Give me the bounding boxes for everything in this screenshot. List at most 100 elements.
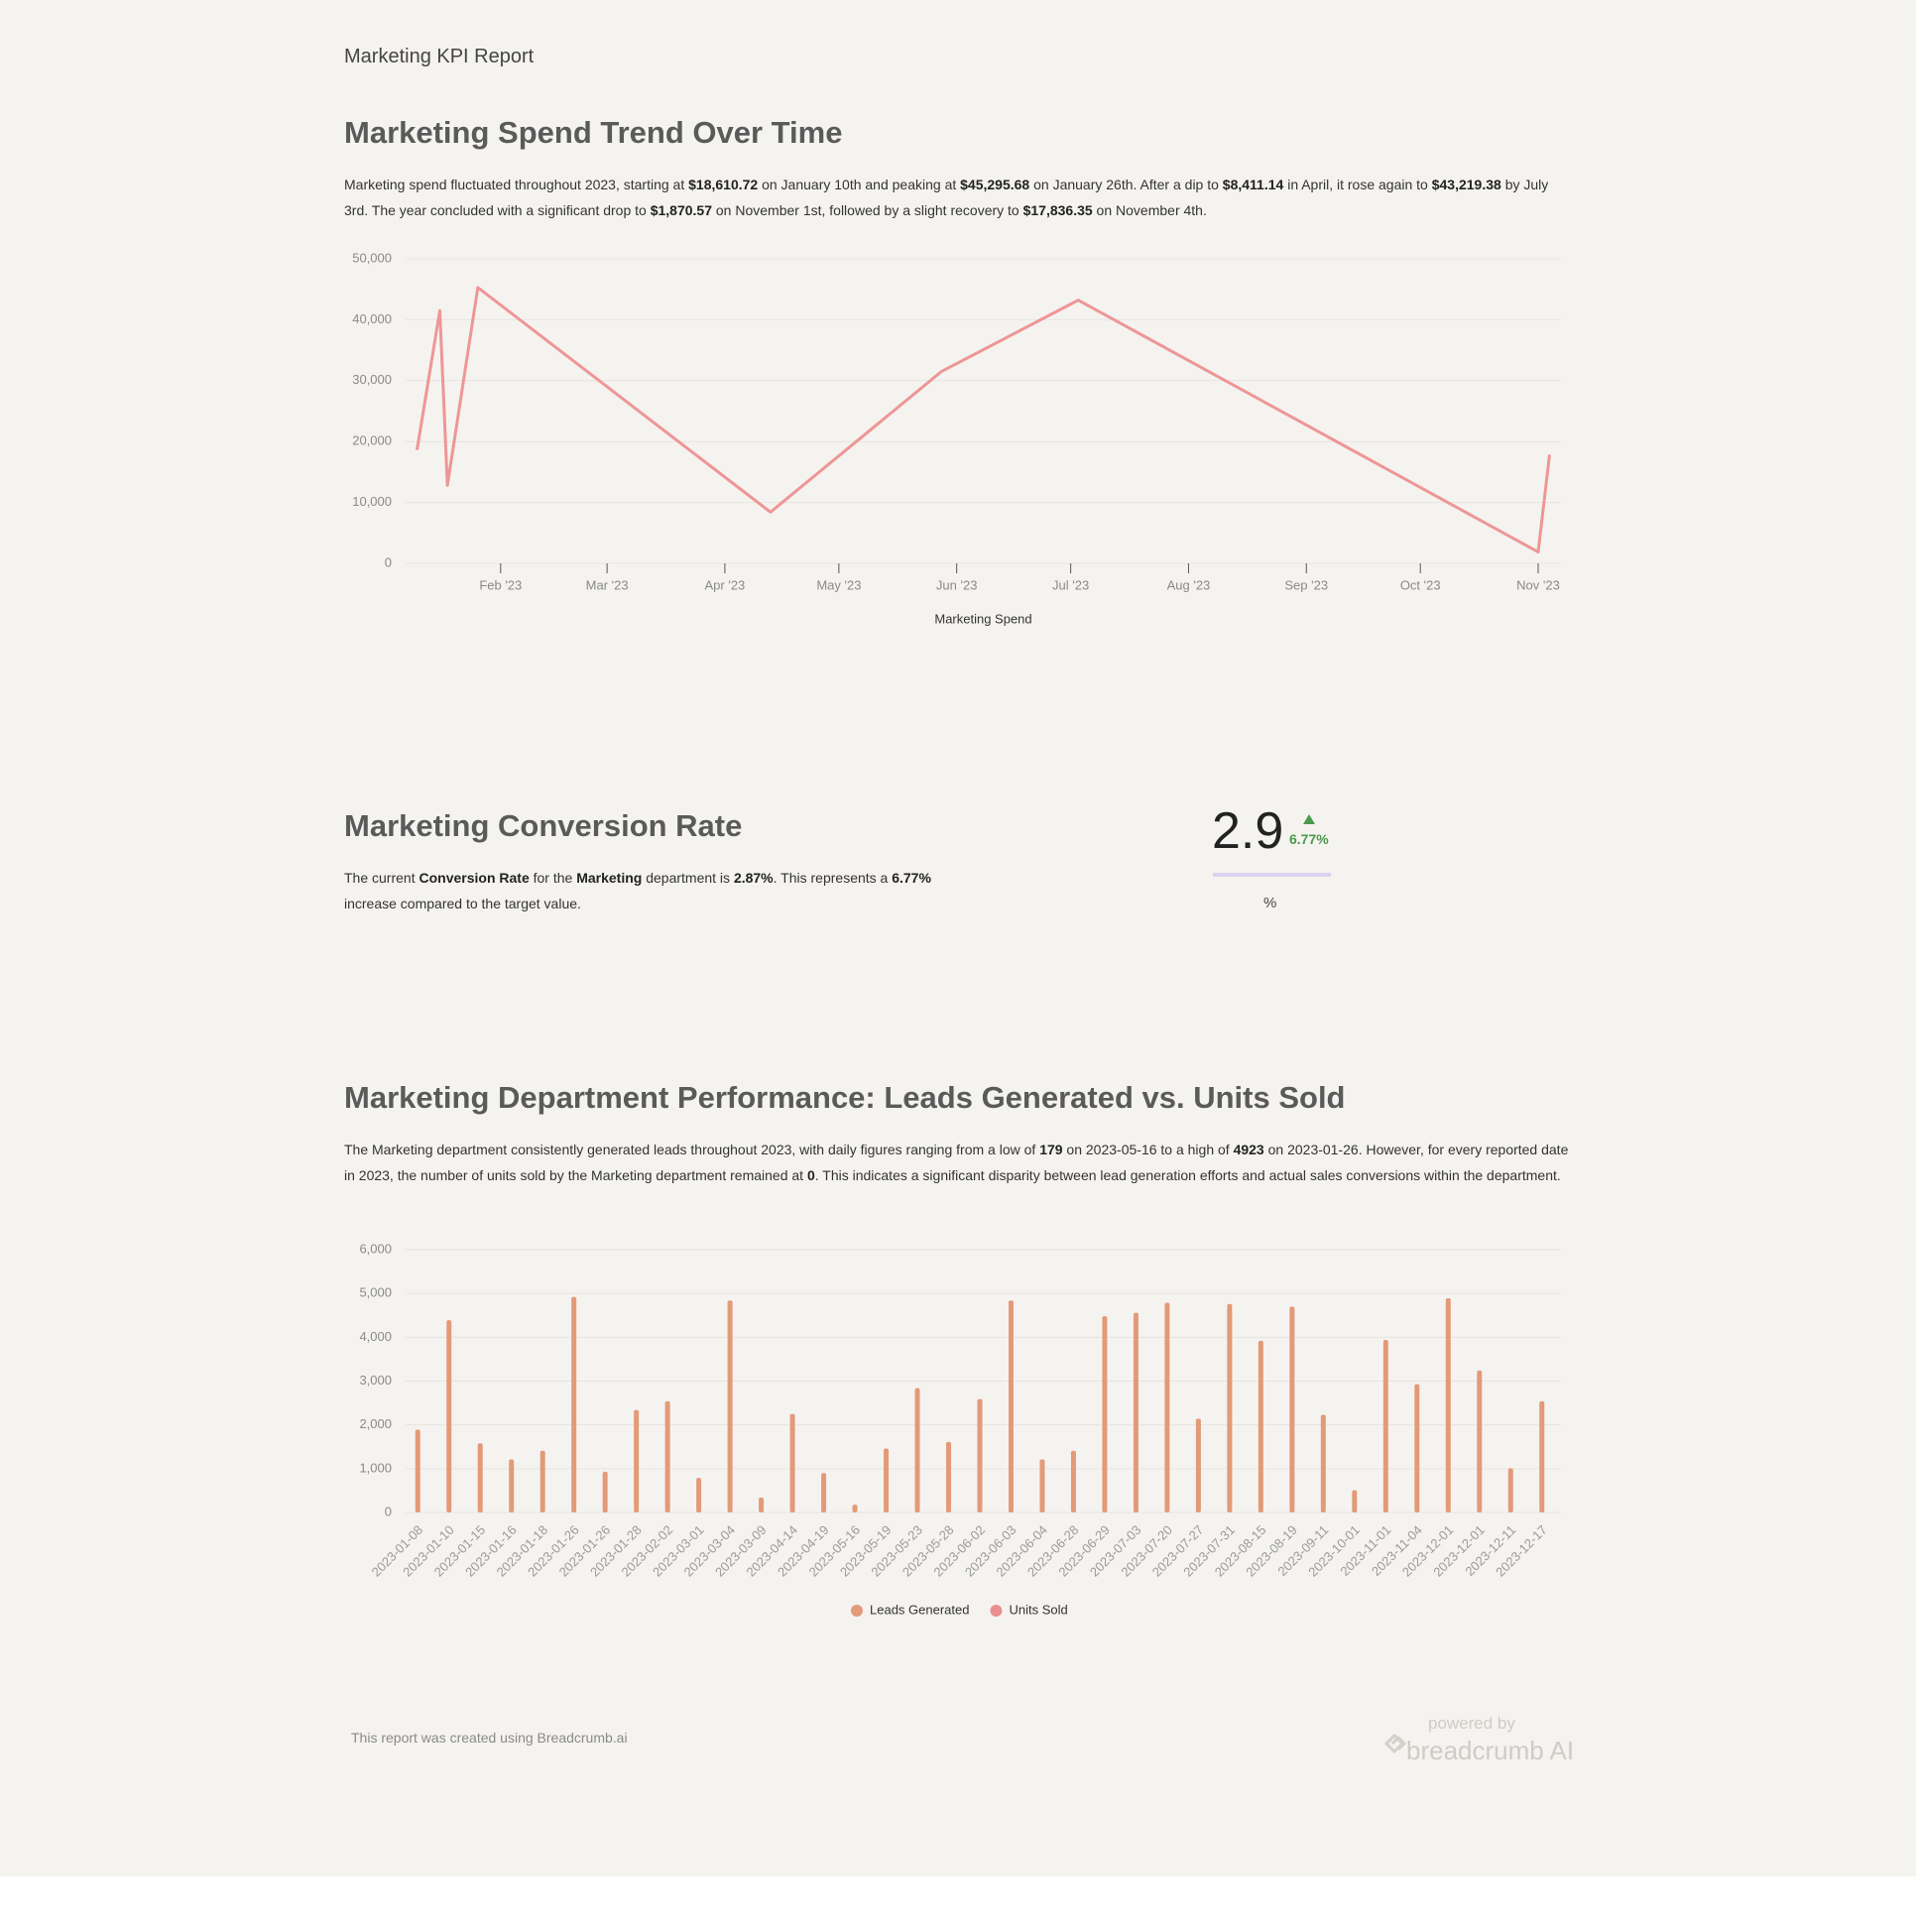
bar	[1195, 1418, 1201, 1512]
bar	[1289, 1306, 1295, 1512]
bold-text: $18,610.72	[688, 177, 759, 192]
x-tick-label: Aug '23	[1167, 577, 1211, 592]
footer-note: This report was created using Breadcrumb…	[351, 1730, 628, 1746]
text-run: by July 3rd. The year concluded with a s…	[344, 177, 1549, 218]
bar	[1539, 1400, 1545, 1512]
bold-text: $8,411.14	[1222, 177, 1284, 192]
bold-text: 6.77%	[892, 870, 931, 886]
section-title: Marketing Spend Trend Over Time	[344, 115, 843, 150]
text-run: department is	[642, 870, 734, 886]
brand-logo	[1383, 1733, 1407, 1754]
text-run: for the	[529, 870, 577, 886]
x-tick-label: Oct '23	[1400, 577, 1441, 592]
bar	[1414, 1384, 1420, 1512]
bold-text: $1,870.57	[650, 202, 712, 218]
x-tick-label: Feb '23	[479, 577, 522, 592]
bar	[727, 1300, 733, 1512]
page-background	[0, 0, 1916, 1876]
bar	[1008, 1300, 1014, 1512]
bar	[977, 1398, 983, 1512]
y-tick-label: 30,000	[352, 372, 392, 387]
bold-text: $43,219.38	[1431, 177, 1501, 192]
y-tick-label: 6,000	[359, 1241, 392, 1256]
bar	[415, 1429, 420, 1512]
legend-label: Leads Generated	[870, 1602, 969, 1617]
bar	[1070, 1450, 1076, 1512]
bar	[1507, 1468, 1513, 1512]
section-paragraph: The current Conversion Rate for the Mark…	[344, 865, 969, 916]
y-tick-label: 40,000	[352, 311, 392, 326]
y-tick-label: 1,000	[359, 1460, 392, 1475]
bar	[696, 1478, 702, 1512]
text-run: . This indicates a significant disparity…	[814, 1167, 1561, 1183]
report-title: Marketing KPI Report	[344, 46, 535, 67]
bar	[852, 1505, 858, 1512]
text-run: The current	[344, 870, 419, 886]
bar	[634, 1409, 640, 1512]
x-tick-label: Mar '23	[586, 577, 629, 592]
bar	[1039, 1459, 1045, 1512]
text-run: The Marketing department consistently ge…	[344, 1142, 1040, 1157]
y-tick-label: 50,000	[352, 250, 392, 265]
bar	[602, 1471, 608, 1512]
text-run: on January 10th and peaking at	[758, 177, 961, 192]
bar	[446, 1320, 452, 1512]
text-run: on 2023-05-16 to a high of	[1062, 1142, 1234, 1157]
bar	[1352, 1490, 1358, 1512]
legend-label: Units Sold	[1009, 1602, 1067, 1617]
section-paragraph: Marketing spend fluctuated throughout 20…	[344, 172, 1562, 223]
legend-swatch	[851, 1605, 863, 1617]
bar	[1477, 1370, 1483, 1512]
bar	[1320, 1414, 1326, 1512]
text-run: on November 1st, followed by a slight re…	[712, 202, 1023, 218]
bold-text: Conversion Rate	[419, 870, 530, 886]
text-run: on November 4th.	[1092, 202, 1207, 218]
bold-text: 0	[806, 1167, 815, 1183]
section-paragraph: The Marketing department consistently ge…	[344, 1137, 1574, 1188]
legend-swatch	[990, 1605, 1003, 1617]
y-tick-label: 20,000	[352, 433, 392, 448]
bold-text: $45,295.68	[960, 177, 1030, 192]
y-tick-label: 10,000	[352, 494, 392, 509]
bar	[789, 1413, 795, 1512]
bar	[1257, 1340, 1263, 1512]
bar	[946, 1441, 952, 1512]
x-tick-label: May '23	[816, 577, 861, 592]
text-run: on 2023-01-26. However, for every report…	[344, 1142, 1569, 1183]
x-tick-label: Sep '23	[1284, 577, 1328, 592]
kpi-delta: 6.77%	[1289, 831, 1329, 847]
x-tick-label: Nov '23	[1516, 577, 1560, 592]
x-tick-label: Apr '23	[705, 577, 746, 592]
bar	[914, 1388, 920, 1512]
x-tick-label: Jun '23	[936, 577, 978, 592]
y-tick-label: 4,000	[359, 1329, 392, 1344]
y-tick-label: 3,000	[359, 1373, 392, 1388]
bar	[477, 1443, 483, 1512]
kpi-arrow	[1303, 814, 1315, 824]
bar	[1133, 1312, 1138, 1512]
y-tick-label: 0	[385, 554, 392, 569]
y-tick-label: 2,000	[359, 1416, 392, 1431]
section-title: Marketing Department Performance: Leads …	[344, 1080, 1346, 1115]
text-run: in April, it rose again to	[1283, 177, 1432, 192]
bold-text: 4923	[1233, 1142, 1264, 1157]
brand-name: breadcrumb AI	[1406, 1736, 1575, 1765]
bold-text: Marketing	[576, 870, 643, 886]
bar	[1164, 1302, 1170, 1512]
bar	[1102, 1316, 1108, 1512]
text-run: Marketing spend fluctuated throughout 20…	[344, 177, 689, 192]
kpi-unit: %	[1263, 895, 1277, 911]
kpi-value: 2.9	[1212, 802, 1284, 860]
bar	[509, 1459, 515, 1512]
bold-text: 179	[1039, 1142, 1063, 1157]
bar	[664, 1400, 670, 1512]
y-tick-label: 0	[385, 1504, 392, 1518]
bar	[539, 1450, 545, 1512]
x-tick-label: Jul '23	[1052, 577, 1089, 592]
text-run: . This represents a	[773, 870, 893, 886]
powered-by: powered by	[1428, 1714, 1515, 1733]
bar	[759, 1497, 765, 1512]
bar	[571, 1296, 577, 1512]
